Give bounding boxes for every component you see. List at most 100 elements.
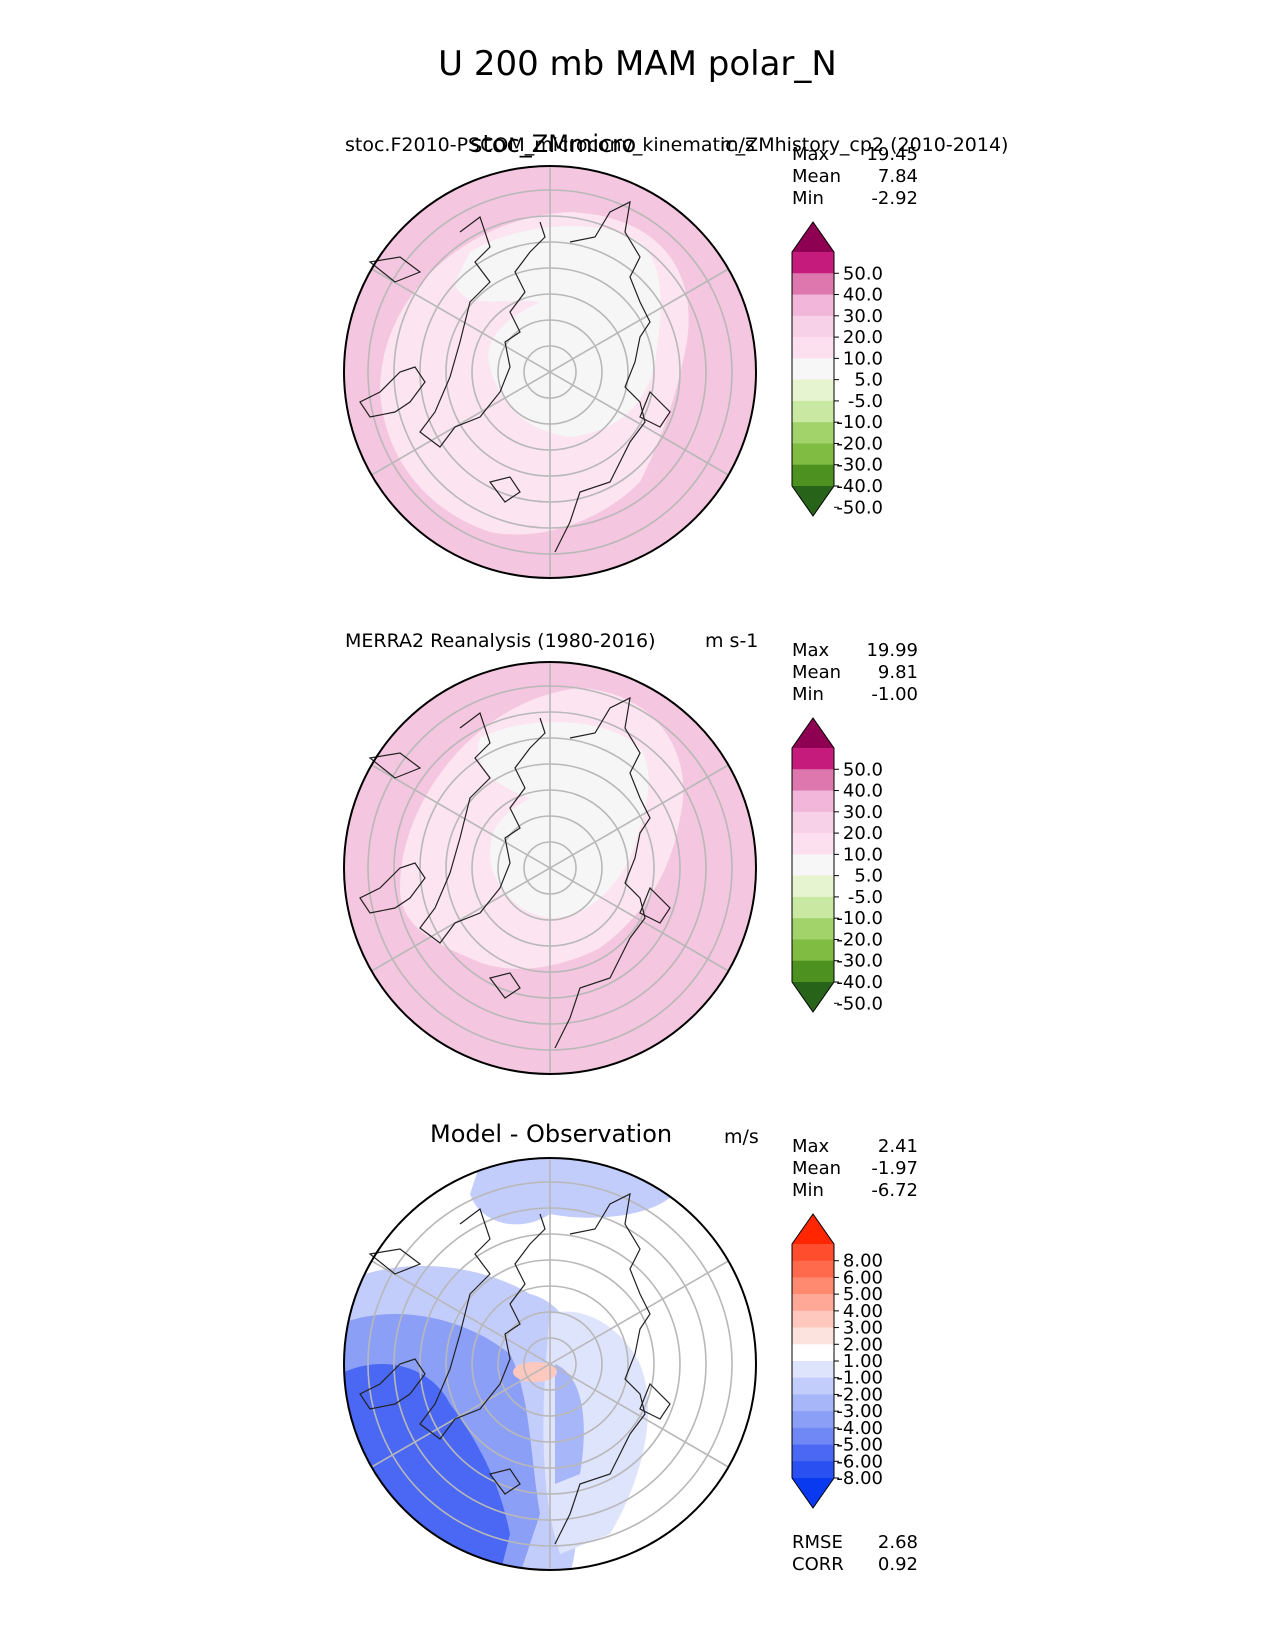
panel3-stat-label-max: Max <box>792 1136 830 1157</box>
panel2-colorbar-segment <box>792 875 834 898</box>
panel1-stat-label-max: Max <box>792 144 830 165</box>
panel3-field-east-core <box>555 1364 584 1484</box>
panel3-colorbar-tick-label: 6.00 <box>843 1267 883 1288</box>
panel1-colorbar-segment <box>792 422 834 444</box>
panel2-stat-value-mean: 9.81 <box>877 662 918 683</box>
panel3-stat-label-mean: Mean <box>792 1158 842 1179</box>
panel1-colorbar-tick-label: 5.0 <box>854 370 883 391</box>
page-title: U 200 mb MAM polar_N <box>438 44 837 84</box>
panel1-colorbar-segment <box>792 358 834 381</box>
panel1-stat-value-mean: 7.84 <box>877 166 918 187</box>
panel1-colorbar-segment <box>792 294 834 317</box>
panel2-colorbar-segment <box>792 918 834 940</box>
panel3-stat-value-mean: -1.97 <box>871 1158 918 1179</box>
panel3-stat-value-min: -6.72 <box>871 1180 918 1201</box>
panel1-stat-label-min: Min <box>792 188 824 209</box>
panel3-colorbar-tick-label: 3.00 <box>843 1318 883 1339</box>
panel2-colorbar-segment <box>792 896 834 919</box>
panel3-gridlines <box>367 1158 733 1570</box>
panel3-colorbar-tick-label: 5.00 <box>843 1284 883 1305</box>
panel3-colorbar-segment <box>792 1310 834 1329</box>
panel2-colorbar-tick-label: -50.0 <box>836 993 883 1014</box>
panel1-map-border <box>343 165 757 579</box>
panel1-colorbar-tick-label: -50.0 <box>836 497 883 518</box>
panel1-colorbar-segment <box>792 315 834 338</box>
panel1-colorbar-extend-bottom <box>792 486 834 516</box>
panel3-colorbar-tick-label: -6.00 <box>836 1451 883 1472</box>
panel1-colorbar-segment <box>792 464 834 487</box>
panel2-colorbar-tick-label: -5.0 <box>848 887 883 908</box>
panel3-colorbar-segment <box>792 1377 834 1395</box>
panel3-corr-value: 0.92 <box>877 1554 918 1575</box>
panel2-left-title: MERRA2 Reanalysis (1980-2016) <box>345 630 656 652</box>
panel1-colorbar-tick-label: 20.0 <box>843 327 883 348</box>
panel2-colorbar-tick-label: 10.0 <box>843 844 883 865</box>
panel1-colorbar-tick-label: -5.0 <box>848 391 883 412</box>
panel1-stat-label-mean: Mean <box>792 166 842 187</box>
panel2-colorbar: 50.040.030.020.010.05.0-5.0-10.0-20.0-30… <box>791 717 883 1014</box>
panel3-stat-label-min: Min <box>792 1180 824 1201</box>
panel3-polar-map <box>343 1157 757 1571</box>
panel2-polar-map <box>343 661 757 1075</box>
panel2-stat-value-max: 19.99 <box>866 640 918 661</box>
panel2-colorbar-tick-label: -20.0 <box>836 929 883 950</box>
panel2-colorbar-segment <box>792 939 834 962</box>
panel3-colorbar-tick-label: -2.00 <box>836 1384 883 1405</box>
panel3-colorbar-tick-label: -3.00 <box>836 1401 883 1422</box>
panel3-colorbar-tick-label: -4.00 <box>836 1418 883 1439</box>
panel3-map-border <box>343 1157 757 1571</box>
panel1-gridlines <box>367 166 733 578</box>
panel3-colorbar-segment <box>792 1260 834 1278</box>
panel1-colorbar-tick-label: 30.0 <box>843 306 883 327</box>
panel2-colorbar-extend-bottom <box>792 982 834 1012</box>
panel1-colorbar: 50.040.030.020.010.05.0-5.0-10.0-20.0-30… <box>791 221 883 518</box>
panel1-colorbar-segment <box>792 273 834 296</box>
panel2-stat-value-min: -1.00 <box>871 684 918 705</box>
panel3-rmse-label: RMSE <box>792 1532 843 1553</box>
panel2-colorbar-segment <box>792 833 834 855</box>
panel1-colorbar-segment <box>792 443 834 466</box>
panel3-colorbar-segment <box>792 1277 834 1295</box>
panel3-center-title: Model - Observation <box>430 1120 673 1148</box>
panel1-center-title: stoc_ZMmicro <box>470 130 637 158</box>
panel1-left-title: stoc.F2010-PSCOM_microconv_kinematic_ZMh… <box>345 134 1009 156</box>
panel2-colorbar-extend-top <box>792 718 834 748</box>
panel2-colorbar-segment <box>792 769 834 792</box>
panel2-map-border <box>343 661 757 1075</box>
panel2-stat-label-min: Min <box>792 684 824 705</box>
panel3-colorbar-tick-label: -1.00 <box>836 1368 883 1389</box>
panel3-colorbar-segment <box>792 1244 834 1262</box>
panel1-colorbar-tick-label: 40.0 <box>843 285 883 306</box>
panel2-coastlines <box>359 696 671 1049</box>
panel2-colorbar-tick-label: 5.0 <box>854 866 883 887</box>
panel1-colorbar-segment <box>792 337 834 359</box>
panel2-colorbar-tick-label: 20.0 <box>843 823 883 844</box>
panel3-colorbar-segment <box>792 1327 834 1345</box>
panel1-coastlines <box>359 200 671 553</box>
panel2-field-core <box>478 721 649 918</box>
panel3-rmse-value: 2.68 <box>877 1532 918 1553</box>
panel2-colorbar-segment <box>792 811 834 834</box>
panel2-colorbar-tick-label: -10.0 <box>836 908 883 929</box>
panel1-colorbar-segment <box>792 379 834 402</box>
panel2-colorbar-segment <box>792 960 834 983</box>
panel3-colorbar-tick-label: -8.00 <box>836 1468 883 1489</box>
panel1-colorbar-tick-label: -30.0 <box>836 455 883 476</box>
panel2-colorbar-segment <box>792 748 834 770</box>
panel2-colorbar-tick-label: -30.0 <box>836 951 883 972</box>
panel2-stat-label-max: Max <box>792 640 830 661</box>
panel3-colorbar-tick-label: 4.00 <box>843 1301 883 1322</box>
panel3-colorbar-segment <box>792 1361 834 1379</box>
panel3-colorbar-segment <box>792 1394 834 1412</box>
panel3-colorbar-extend-top <box>792 1214 834 1244</box>
panel3-field-east-lobe <box>543 1311 649 1554</box>
panel1-colorbar-extend-top <box>792 222 834 252</box>
panel3-corr-label: CORR <box>792 1554 844 1575</box>
panel3-colorbar-segment <box>792 1427 834 1446</box>
panel3-colorbar-tick-label: 2.00 <box>843 1334 883 1355</box>
panel1-colorbar-segment <box>792 400 834 423</box>
panel2-colorbar-segment <box>792 790 834 813</box>
panel3-units: m/s <box>724 1126 759 1148</box>
panel2-colorbar-tick-label: -40.0 <box>836 972 883 993</box>
panel3-coastlines <box>359 1192 671 1545</box>
